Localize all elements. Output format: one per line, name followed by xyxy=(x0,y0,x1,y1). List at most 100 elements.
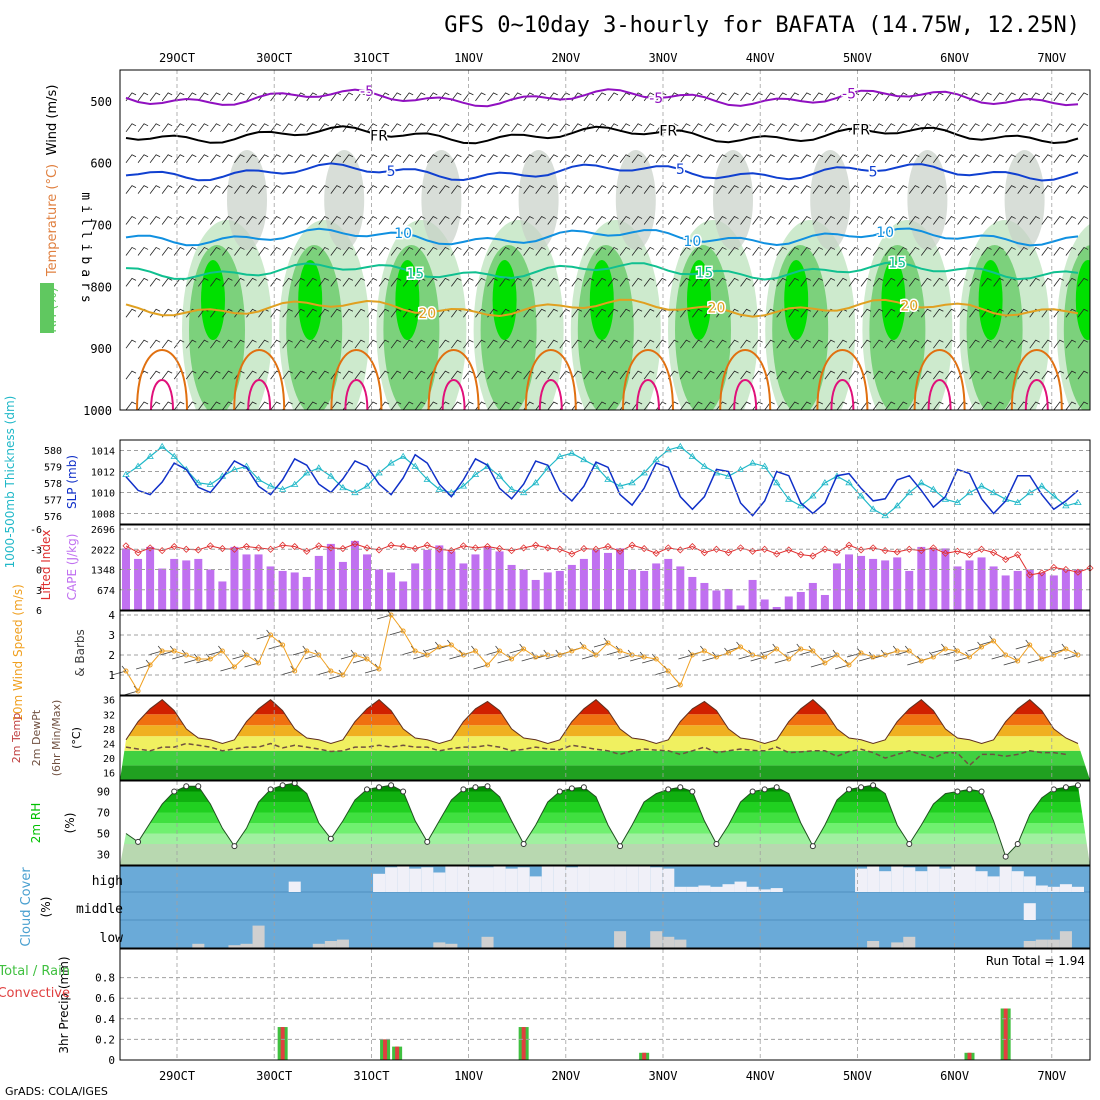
wind-speed-point xyxy=(918,658,924,664)
wind-barb xyxy=(499,123,510,133)
wind-barb xyxy=(583,370,595,380)
wind-barb xyxy=(547,246,558,256)
cape-bar xyxy=(712,590,721,610)
precip-tick-label: 0.2 xyxy=(95,1033,115,1046)
wind-barb xyxy=(969,401,980,410)
cape-bar xyxy=(591,549,600,610)
cloud-cover-bar xyxy=(312,943,325,948)
wind-barb xyxy=(547,123,558,133)
wind-barb xyxy=(884,154,896,163)
cape-tick-label: 2022 xyxy=(91,545,115,556)
wind-barb xyxy=(643,339,655,349)
date-tick-label-top: 31OCT xyxy=(353,51,389,65)
wind-barb xyxy=(294,277,305,287)
wind-barb xyxy=(993,123,1004,133)
thickness-tick-label: 576 xyxy=(44,512,62,523)
date-tick-label-top: 5NOV xyxy=(843,51,872,65)
wind-barb xyxy=(945,123,956,133)
isotherm-line xyxy=(125,125,1079,145)
wind-barb xyxy=(872,154,884,163)
li-point xyxy=(953,547,962,555)
wind-barb xyxy=(957,216,968,225)
cape-bar xyxy=(507,564,516,610)
wind-speed-point xyxy=(328,668,334,674)
wind-barb xyxy=(354,308,366,318)
li-tick-label: -6 xyxy=(30,525,42,536)
wind-barb xyxy=(234,154,245,163)
precip-axis-label: 3hr Precip (mm) xyxy=(57,956,71,1053)
thickness-point xyxy=(399,452,407,459)
wind-barb xyxy=(197,216,209,225)
wind-speed-point xyxy=(207,656,213,662)
wind-barb xyxy=(764,216,775,225)
wind-barb xyxy=(258,246,269,256)
wind-barb xyxy=(294,370,305,380)
thickness-point xyxy=(435,485,444,492)
wind-barb xyxy=(559,339,570,349)
wind-barb xyxy=(426,185,438,194)
wind-barb xyxy=(354,277,366,287)
wind-barb xyxy=(631,216,643,225)
cape-bar xyxy=(122,548,130,610)
isotherm-label: 15 xyxy=(695,266,713,282)
wind-speed-point xyxy=(991,638,997,644)
cloud-cover-bar xyxy=(445,866,458,892)
wind-barb xyxy=(908,185,920,194)
wind-barb xyxy=(499,339,510,349)
isotherm-line xyxy=(125,261,1079,281)
wind-barb xyxy=(619,339,631,349)
wind-barb xyxy=(366,216,378,225)
cloud-cover-bar xyxy=(867,866,880,892)
slp-tick-label: 1012 xyxy=(91,468,115,479)
wind-barb xyxy=(222,216,233,225)
wind-barb xyxy=(740,370,751,380)
wind-barb xyxy=(788,185,799,194)
wind-barb xyxy=(945,216,956,225)
wind-barb xyxy=(523,246,534,256)
wind-barb xyxy=(463,246,474,256)
wind-barb xyxy=(137,92,149,102)
wind-barb xyxy=(1005,246,1016,256)
li-point xyxy=(809,552,817,560)
wind-barb xyxy=(258,185,269,194)
li-point xyxy=(990,549,998,557)
hot-contour xyxy=(344,379,369,410)
wind-barb xyxy=(535,123,546,133)
wind-barb xyxy=(125,339,137,349)
wind-barb xyxy=(438,370,450,380)
wind-barb xyxy=(981,216,992,225)
wind-barb xyxy=(908,308,920,318)
li-tick-label: 0 xyxy=(36,566,42,577)
wind-barb xyxy=(896,401,908,410)
rh-grey-area xyxy=(227,150,267,250)
rh-band xyxy=(120,823,1090,834)
wind-barb xyxy=(993,308,1004,318)
wind-barb xyxy=(993,339,1004,349)
cloud-cover-bar xyxy=(927,866,940,892)
wind-barb xyxy=(716,154,727,163)
wind-barb xyxy=(535,246,546,256)
cloud-cover-bar xyxy=(481,867,494,892)
warm-contour xyxy=(330,349,383,410)
wind-barb xyxy=(716,277,727,287)
wind-barb xyxy=(679,154,691,163)
wind-barb xyxy=(210,401,221,410)
wind-barb xyxy=(222,185,233,194)
wind-barb xyxy=(511,277,522,287)
wind-barb xyxy=(595,246,607,256)
wind-barb xyxy=(414,154,426,163)
wind-barb xyxy=(1077,308,1089,318)
wind-barb xyxy=(475,277,486,287)
wind-speed-point xyxy=(231,664,237,670)
wind-barb xyxy=(161,339,173,349)
wind-barb xyxy=(752,92,763,102)
wind-barb xyxy=(487,123,498,133)
thickness-point xyxy=(929,485,938,492)
wind-barb xyxy=(788,92,799,102)
cloud-cover-bar xyxy=(879,871,892,892)
wind-barb xyxy=(667,277,679,287)
rh-tick-label: 30 xyxy=(97,849,110,862)
rh-point xyxy=(846,786,852,793)
cloud-cover-bar xyxy=(565,867,578,892)
wind-barb xyxy=(222,277,233,287)
